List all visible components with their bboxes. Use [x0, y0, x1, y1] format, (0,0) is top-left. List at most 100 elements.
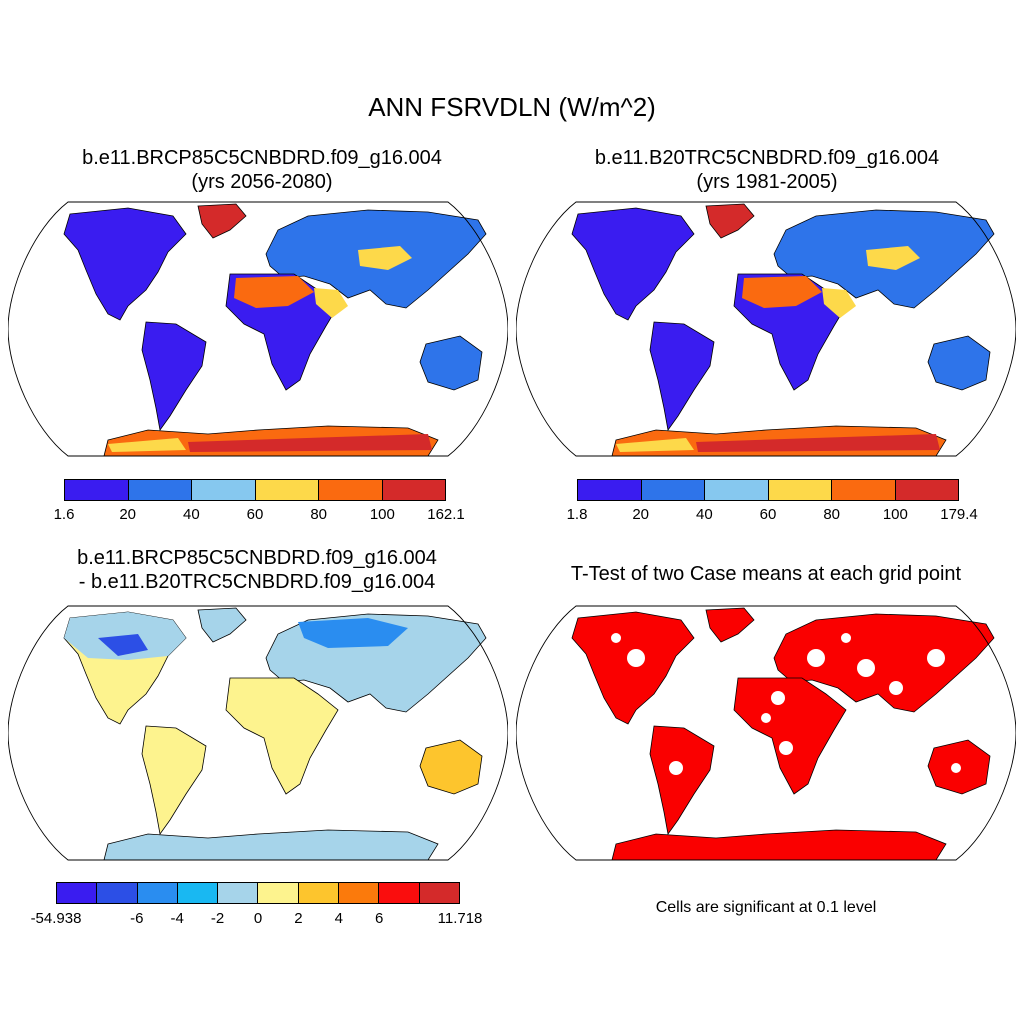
colorbar-case1-segment [382, 480, 445, 500]
map-case2 [516, 201, 1016, 457]
panel-case2-title: b.e11.B20TRC5CNBDRD.f09_g16.004 (yrs 198… [557, 146, 977, 194]
panel-case2-title-line2: (yrs 1981-2005) [696, 171, 838, 193]
continent-greenland [197, 203, 247, 239]
significance-note: Cells are significant at 0.1 level [655, 899, 877, 916]
colorbar-case1-segment [255, 480, 319, 500]
significant-region-south-america [649, 725, 715, 836]
colorbar-diff-segment [419, 883, 459, 903]
colorbar-case2-tick-label: 40 [695, 506, 713, 523]
colorbar-diff-tick-label: -2 [210, 910, 225, 927]
colorbar-case1-tick-label: 80 [310, 506, 327, 523]
colorbar-case1 [64, 479, 446, 501]
colorbar-case1-tick-label: 1.6 [53, 506, 75, 523]
colorbar-diff-segment [97, 883, 138, 903]
colorbar-case1-tick-label: 100 [369, 506, 395, 523]
colorbar-case2-segment [768, 480, 832, 500]
continent-south-america [141, 321, 207, 432]
continent-south-america [649, 321, 715, 432]
significant-region-eurasia [773, 613, 995, 713]
colorbar-case1-segment [128, 480, 192, 500]
colorbar-diff-tick-label: 2 [294, 910, 303, 927]
colorbar-diff-tick-label: -4 [170, 910, 184, 927]
region-arabia [822, 288, 856, 318]
panel-case1-title-line1: b.e11.BRCP85C5CNBDRD.f09_g16.004 [82, 147, 442, 169]
region-west-antarctica [108, 438, 186, 452]
panel-case1-title: b.e11.BRCP85C5CNBDRD.f09_g16.004 (yrs 20… [52, 146, 472, 194]
colorbar-case1-tick-label: 20 [119, 506, 136, 523]
main-title: ANN FSRVDLN (W/m^2) [368, 92, 656, 122]
non-significant-cell [627, 649, 645, 667]
colorbar-case2-tick-label: 179.4 [940, 506, 978, 523]
panel-diff-title: b.e11.BRCP85C5CNBDRD.f09_g16.004 - b.e11… [42, 546, 472, 594]
region-sahara [742, 276, 822, 308]
colorbar-diff-ticks: -54.938 -6 -4 -2 0 2 4 6 11.718 [31, 910, 483, 930]
continent-australia [419, 335, 483, 391]
panel-diff-title-line2: - b.e11.B20TRC5CNBDRD.f09_g16.004 [78, 571, 436, 593]
colorbar-case1-segment [319, 480, 383, 500]
colorbar-diff-tick-label: -6 [130, 910, 144, 927]
map-case1 [8, 201, 508, 457]
non-significant-cell [807, 649, 825, 667]
continent-australia [927, 335, 991, 391]
region-canada [98, 634, 148, 656]
continent-greenland [705, 203, 755, 239]
colorbar-case1-ticks: 1.6 20 40 60 80 100 162.1 [54, 506, 465, 526]
colorbar-case1-segment [192, 480, 256, 500]
colorbar-diff-segment [218, 883, 259, 903]
region-tibet [358, 246, 412, 270]
continent-north-america [63, 207, 187, 321]
significant-region-greenland [705, 607, 755, 643]
panel-diff-title-line1: b.e11.BRCP85C5CNBDRD.f09_g16.004 [77, 547, 437, 569]
colorbar-diff-tick-label: -54.938 [30, 910, 82, 927]
significant-region-antarctica [611, 829, 947, 861]
non-significant-cell [779, 741, 793, 755]
colorbar-case2-tick-label: 20 [632, 506, 649, 523]
colorbar-case2-segment [895, 480, 958, 500]
colorbar-case2-segment [832, 480, 896, 500]
colorbar-diff-segment [298, 883, 340, 903]
colorbar-case2-segment [705, 480, 769, 500]
map-frame [8, 605, 508, 861]
map-ttest [516, 605, 1016, 861]
colorbar-case2 [577, 479, 959, 501]
significant-region-north-america [571, 611, 695, 725]
colorbar-case1-segment [65, 480, 129, 500]
colorbar-diff-segment [339, 883, 380, 903]
continent-australia [419, 739, 483, 795]
colorbar-case2-segment [641, 480, 705, 500]
colorbar-case2-tick-label: 80 [823, 506, 840, 523]
colorbar-diff-tick-label: 4 [334, 910, 343, 927]
non-significant-cell [889, 681, 903, 695]
colorbar-case2-tick-label: 100 [882, 506, 908, 523]
colorbar-diff-segment [57, 883, 98, 903]
panel-case2-title-line1: b.e11.B20TRC5CNBDRD.f09_g16.004 [594, 147, 940, 169]
colorbar-case2-tick-label: 1.8 [566, 506, 588, 523]
colorbar-diff-segment [379, 883, 420, 903]
map-frame [8, 201, 508, 457]
colorbar-case1-tick-label: 40 [182, 506, 200, 523]
significant-region-africa [733, 677, 847, 795]
colorbar-case1-tick-label: 162.1 [427, 506, 465, 523]
continent-africa [225, 677, 339, 795]
non-significant-cell [857, 659, 875, 677]
colorbar-case1-tick-label: 60 [246, 506, 264, 523]
region-east-antarctica [188, 434, 432, 452]
colorbar-diff-tick-label: 6 [375, 910, 384, 927]
region-sahara [234, 276, 314, 308]
region-siberia [298, 618, 408, 648]
colorbar-case2-segment [578, 480, 642, 500]
non-significant-cell [771, 691, 785, 705]
region-west-antarctica [616, 438, 694, 452]
colorbar-case2-tick-label: 60 [759, 506, 777, 523]
colorbar-diff-segment [137, 883, 178, 903]
panel-ttest-title: T-Test of two Case means at each grid po… [570, 563, 962, 585]
map-frame [516, 605, 1016, 861]
non-significant-cell [669, 761, 683, 775]
continent-south-america [141, 725, 207, 836]
colorbar-diff-tick-label: 0 [253, 910, 263, 927]
map-frame [516, 201, 1016, 457]
colorbar-diff-segment [258, 883, 299, 903]
colorbar-case2-ticks: 1.8 20 40 60 80 100 179.4 [567, 506, 978, 526]
non-significant-cell [927, 649, 945, 667]
map-diff [8, 605, 508, 861]
